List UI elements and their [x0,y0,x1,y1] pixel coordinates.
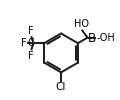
Text: -OH: -OH [96,33,115,43]
Text: Cl: Cl [56,82,66,92]
Text: B: B [88,32,96,45]
Text: F: F [28,26,34,36]
Text: HO: HO [74,19,89,29]
Text: F: F [28,51,34,61]
Text: C: C [27,38,34,48]
Text: F: F [21,38,27,48]
